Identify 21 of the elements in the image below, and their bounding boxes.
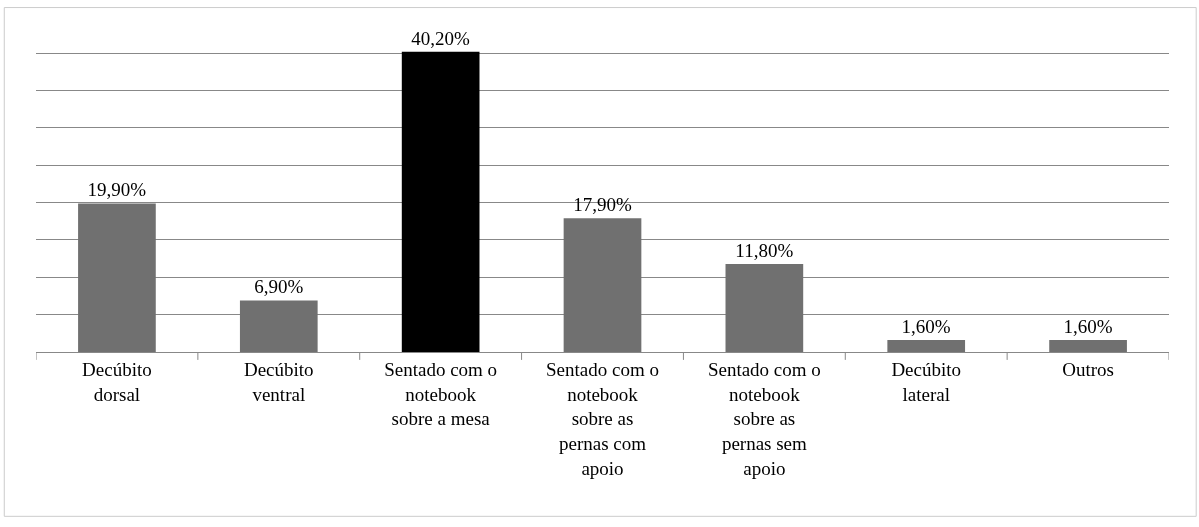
bar — [401, 51, 480, 352]
data-label: 11,80% — [735, 239, 794, 261]
x-tick-label: Sentado com o notebook sobre as pernas com apoio — [546, 358, 659, 479]
x-tick-label: Sentado com o notebook sobre a mesa — [384, 358, 498, 430]
bar — [239, 300, 318, 352]
data-label: 40,20% — [411, 27, 471, 49]
x-tick-label: Decúbito ventral — [243, 358, 314, 405]
data-label: 17,90% — [573, 194, 632, 216]
x-tick-label: Sentado com o notebook sobre as pernas sem apoio — [707, 358, 821, 479]
bar — [725, 263, 804, 352]
bar — [563, 218, 642, 352]
bar — [1049, 340, 1127, 352]
bar — [78, 203, 156, 352]
data-label: 1,60% — [901, 316, 951, 338]
data-label: 19,90% — [87, 179, 147, 201]
data-label: 1,60% — [1063, 316, 1113, 338]
bar — [887, 340, 966, 352]
data-label: 6,90% — [254, 276, 304, 298]
x-tick-label: Decúbito lateral — [891, 358, 962, 405]
x-tick-label: Decúbito dorsal — [82, 358, 152, 405]
x-tick-label: Outros — [1062, 358, 1114, 380]
